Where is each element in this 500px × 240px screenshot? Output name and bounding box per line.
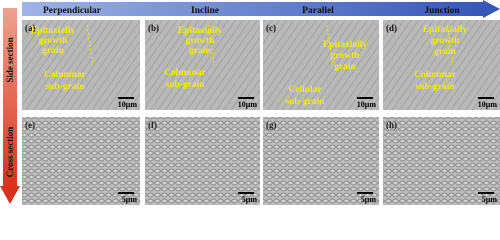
figure: Perpendicular Incline Parallel Junction Side… [0,0,500,205]
scale-bar-label: 10μm [478,100,498,109]
panel-label: (b) [148,23,159,33]
annotation: sub-grain [45,82,85,92]
micrograph [22,20,140,110]
annotation: sub-grain [415,82,455,92]
scale-bar [118,97,134,99]
annotation: growth [186,36,216,46]
scale-bar-label: 5μm [122,195,138,204]
scale-bar [357,97,373,99]
micrograph [145,20,260,110]
micrograph [263,117,379,205]
arrow-label: Junction [424,6,460,16]
scale-bar-label: 10μm [118,100,138,109]
panel-label: (g) [266,120,277,130]
arrow-head [483,0,500,18]
annotation: Columnar [164,68,206,78]
boundary [207,24,215,66]
scale-bar [478,97,494,99]
annotation: grain [42,46,64,56]
side-label: Side section [5,37,15,82]
annotation: Epitaxially [423,25,468,35]
arrow-label: Parallel [302,6,334,16]
panel-label: (f) [148,120,157,130]
content: Perpendicular Incline Parallel Junction Side… [5,6,500,205]
panel-label: (a) [25,23,36,33]
scale-bar-label: 5μm [361,195,377,204]
scale-bar [238,192,254,194]
micrograph [383,117,500,205]
annotation: growth [431,36,461,46]
annotation: growth [39,36,69,46]
annotation: sub-grain [165,80,205,90]
annotation: sub-grain [285,97,325,107]
scale-bar-label: 5μm [242,195,258,204]
annotation: grain [334,62,356,72]
annotation: Epitaxially [178,26,223,36]
annotation: Columnar [44,70,86,80]
arrow-label: Perpendicular [43,6,102,16]
annotation: Cellular [288,85,322,95]
scale-bar-label: 10μm [238,100,258,109]
scale-bar [238,97,254,99]
scale-bar-label: 5μm [482,195,498,204]
arrow-bar [3,8,17,188]
scale-bar [118,192,134,194]
arrow-head [0,186,20,204]
micrograph [145,117,260,205]
panel-label: (e) [25,120,35,130]
annotation: Epitaxially [31,26,76,36]
annotation: growth [331,51,361,61]
micrograph [383,20,500,110]
annotation: Columnar [414,70,456,80]
boundary [326,24,334,66]
side-label: Cross section [5,127,15,178]
annotation: grain [189,46,211,56]
arrow-bar [22,2,485,16]
boundary [446,24,454,66]
boundary [86,24,94,66]
annotation: grain [434,47,456,57]
scale-bar [357,192,373,194]
panel-label: (c) [266,23,276,33]
micrograph [263,20,379,110]
micrograph [22,117,140,205]
arrow-label: Incline [191,6,219,16]
annotation: Epitaxially [323,40,368,50]
scale-bar-label: 10μm [357,100,377,109]
scale-bar [478,192,494,194]
panel-label: (h) [386,120,397,130]
panel-label: (d) [386,23,397,33]
